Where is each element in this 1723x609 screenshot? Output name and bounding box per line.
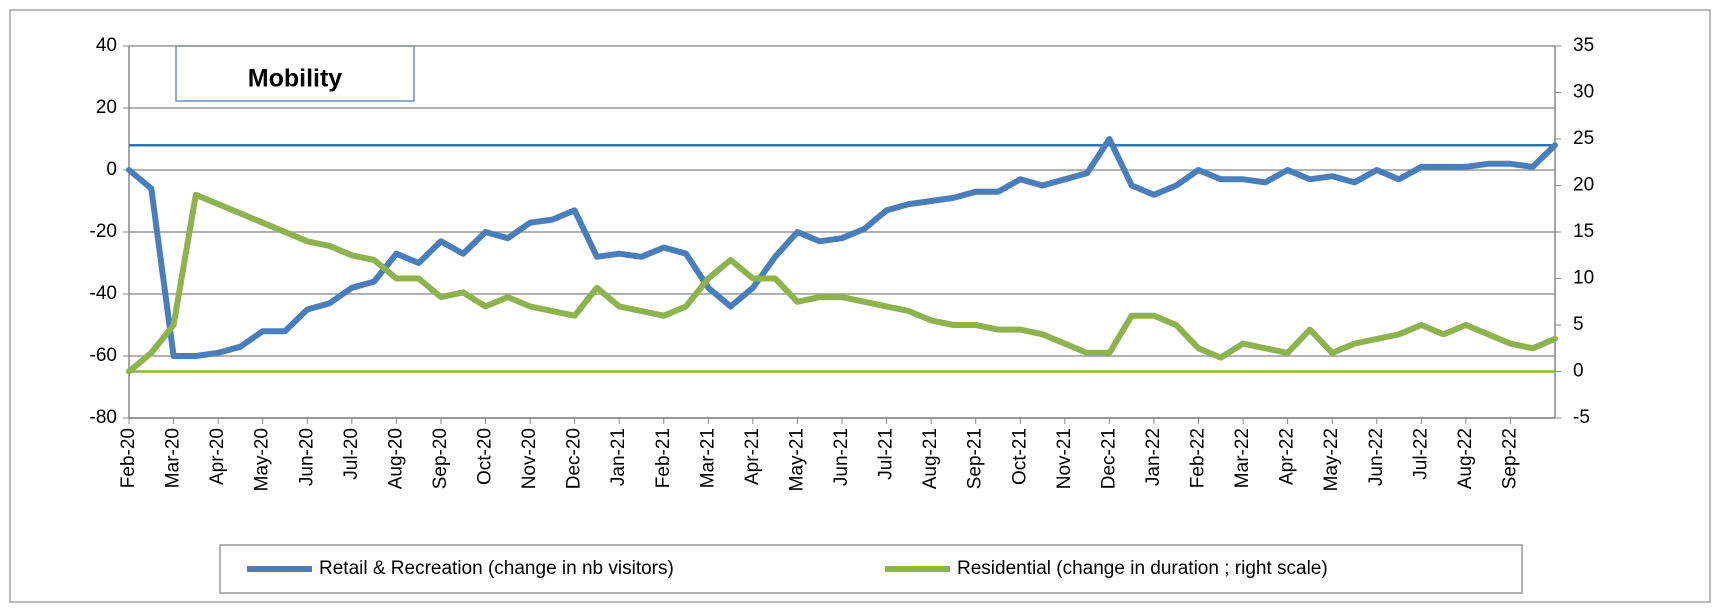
y-tick-label: 0	[106, 159, 117, 180]
legend-label: Residential (change in duration ; right …	[957, 558, 1328, 579]
x-tick-label: Jun-21	[831, 428, 852, 486]
x-tick-label: May-21	[786, 428, 807, 491]
y2-tick-label: 35	[1573, 35, 1594, 56]
x-tick-label: Jan-22	[1143, 428, 1164, 486]
y-tick-label: -80	[90, 407, 117, 428]
y2-tick-label: 10	[1573, 268, 1594, 289]
title-box	[175, 45, 415, 102]
x-tick-label: Sep-22	[1499, 428, 1520, 489]
y2-tick-label: 20	[1573, 175, 1594, 196]
x-tick-label: Mar-22	[1232, 428, 1253, 488]
x-tick-label: Apr-21	[742, 428, 763, 485]
x-tick-label: Jul-21	[876, 428, 897, 480]
x-tick-label: Feb-20	[118, 428, 139, 488]
x-tick-label: Sep-20	[430, 428, 451, 489]
y-tick-label: 20	[96, 97, 117, 118]
x-tick-label: Jul-22	[1410, 428, 1431, 480]
y2-tick-label: 5	[1573, 314, 1584, 335]
x-tick-label: Apr-22	[1277, 428, 1298, 485]
x-tick-label: Feb-22	[1188, 428, 1209, 488]
y-tick-label: 40	[96, 35, 117, 56]
legend-box	[219, 544, 1523, 594]
x-tick-label: Mar-21	[697, 428, 718, 488]
x-tick-label: Aug-21	[920, 428, 941, 489]
y2-tick-label: 0	[1573, 361, 1584, 382]
x-tick-label: Jul-20	[341, 428, 362, 480]
x-tick-label: Jan-21	[608, 428, 629, 486]
x-tick-label: Nov-21	[1054, 428, 1075, 489]
y2-tick-label: 30	[1573, 82, 1594, 103]
x-tick-label: Mar-20	[163, 428, 184, 488]
y-tick-label: -40	[90, 283, 117, 304]
x-tick-label: Oct-20	[475, 428, 496, 485]
x-tick-label: Feb-21	[653, 428, 674, 488]
x-tick-label: Aug-20	[385, 428, 406, 489]
x-tick-label: Nov-20	[519, 428, 540, 489]
x-tick-label: Apr-20	[207, 428, 228, 485]
y-tick-label: -60	[90, 345, 117, 366]
x-tick-label: May-22	[1321, 428, 1342, 491]
y-tick-label: -20	[90, 221, 117, 242]
series-line	[126, 191, 1558, 375]
y2-tick-label: 25	[1573, 128, 1594, 149]
y2-tick-label: -5	[1573, 407, 1590, 428]
x-tick-label: Jun-20	[296, 428, 317, 486]
x-tick-label: Dec-21	[1098, 428, 1119, 489]
legend-label: Retail & Recreation (change in nb visito…	[319, 558, 674, 579]
series-line	[126, 136, 1558, 359]
x-tick-label: Jun-22	[1366, 428, 1387, 486]
x-tick-label: Sep-21	[965, 428, 986, 489]
y2-tick-label: 15	[1573, 221, 1594, 242]
x-tick-label: Oct-21	[1009, 428, 1030, 485]
x-tick-label: May-20	[252, 428, 273, 491]
chart-title: Mobility	[248, 65, 343, 93]
x-tick-label: Aug-22	[1455, 428, 1476, 489]
x-tick-label: Dec-20	[564, 428, 585, 489]
